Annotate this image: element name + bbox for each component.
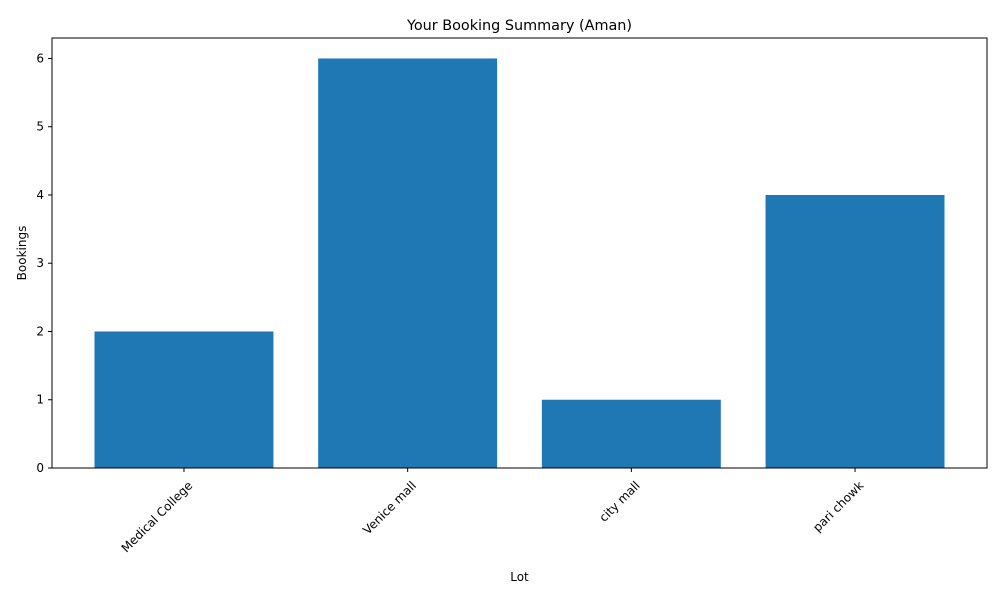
y-tick-label: 5 [36, 120, 44, 134]
y-tick-label: 6 [36, 51, 44, 65]
x-tick-label: pari chowk [810, 478, 866, 534]
y-tick-label: 1 [36, 393, 44, 407]
x-tick-label: city mall [597, 478, 643, 524]
bar-pari-chowk [765, 194, 945, 468]
y-tick-label: 2 [36, 324, 44, 338]
x-tick-label: Venice mall [360, 478, 419, 537]
axes-frame [51, 37, 988, 469]
y-tick-label: 3 [36, 256, 44, 270]
bar-medical-college [94, 331, 274, 468]
bars-layer [94, 58, 945, 468]
y-tick-label: 4 [36, 188, 44, 202]
chart-title: Your Booking Summary (Aman) [406, 18, 632, 34]
x-tick-label: Medical College [119, 478, 196, 555]
bar-city-mall [541, 399, 721, 468]
x-axis-label: Lot [510, 570, 529, 584]
x-axis-ticks: Medical College Venice mall city mall pari … [119, 468, 866, 555]
y-axis-ticks: 0 1 2 3 4 5 6 [36, 51, 52, 475]
bar-venice-mall [318, 58, 498, 468]
y-tick-label: 0 [36, 461, 44, 475]
y-axis-label: Bookings [15, 226, 29, 281]
